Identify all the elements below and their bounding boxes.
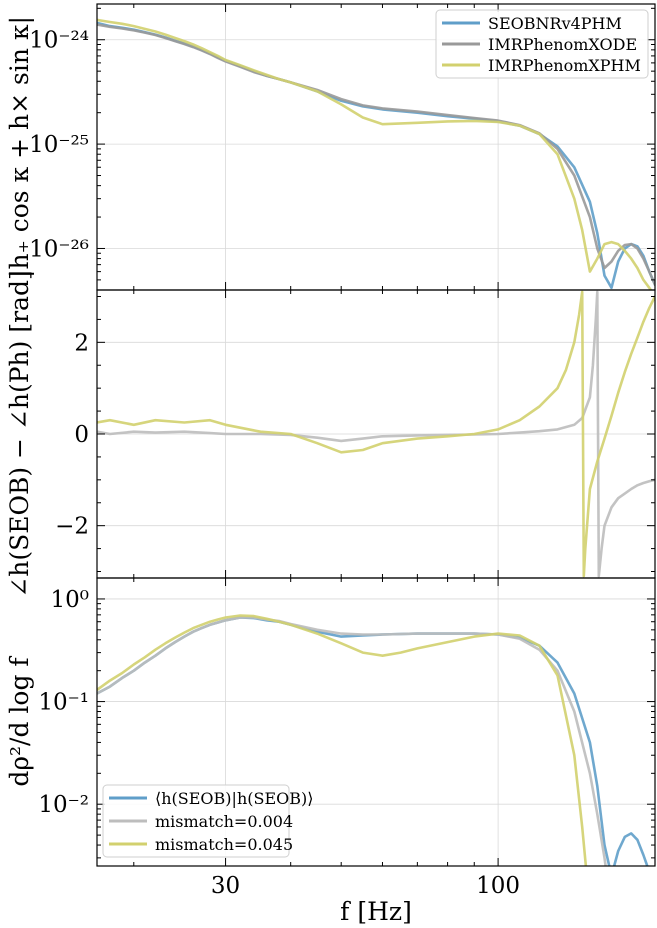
y-tick-label: −2: [55, 514, 89, 540]
legend-label: IMRPhenomXPHM: [488, 56, 641, 75]
legend-layer: SEOBNRv4PHM IMRPhenomXODE IMRPhenomXPHM ⟨h(…: [102, 9, 649, 858]
series-line-mismatch-0-004: [97, 290, 655, 578]
series-line-mismatch-0-045: [97, 614, 588, 866]
x-tick-label: 30: [211, 873, 240, 899]
x-tick-label: 100: [476, 873, 520, 899]
y-tick-label: 10⁻²⁴: [29, 28, 89, 54]
y-tick-label: 10⁻²⁶: [29, 236, 89, 262]
legend-box: [102, 784, 290, 858]
y-tick-label: 10⁻²⁵: [29, 132, 89, 158]
y-tick-label: 10⁻²: [38, 792, 89, 818]
legend-label: mismatch=0.045: [155, 835, 293, 854]
legend-box: [435, 9, 649, 79]
y-tick-label: 10⁻¹: [38, 690, 89, 716]
axes-frame: [96, 577, 656, 867]
series-line-imrphenomxode: [97, 23, 655, 286]
y-tick-label: 2: [74, 330, 89, 356]
y-tick-label: 0: [74, 422, 89, 448]
x-axis-label: f [Hz]: [340, 897, 412, 926]
legend-label: SEOBNRv4PHM: [488, 14, 622, 33]
legend-label: ⟨h(SEOB)|h(SEOB)⟩: [155, 789, 313, 808]
legend-label: IMRPhenomXODE: [488, 35, 637, 54]
series-line-mismatch-0-045: [97, 290, 655, 578]
labels-layer: 10⁻²⁶ 10⁻²⁵ 10⁻²⁴|h₊ cos κ + h× sin κ| −2 0 2…: [5, 16, 520, 926]
series-line-imrphenomxphm: [97, 18, 653, 290]
y-tick-label: 10⁰: [51, 587, 90, 613]
series-layer: [97, 18, 655, 866]
y-axis-label: dρ²/d log f: [5, 656, 34, 787]
y-axis-label: |h₊ cos κ + h× sin κ|: [5, 16, 35, 278]
legend-label: mismatch=0.004: [155, 812, 293, 831]
ticks-layer: [97, 4, 656, 866]
y-axis-label: ∠h(SEOB) − ∠h(Ph) [rad]: [5, 270, 34, 597]
